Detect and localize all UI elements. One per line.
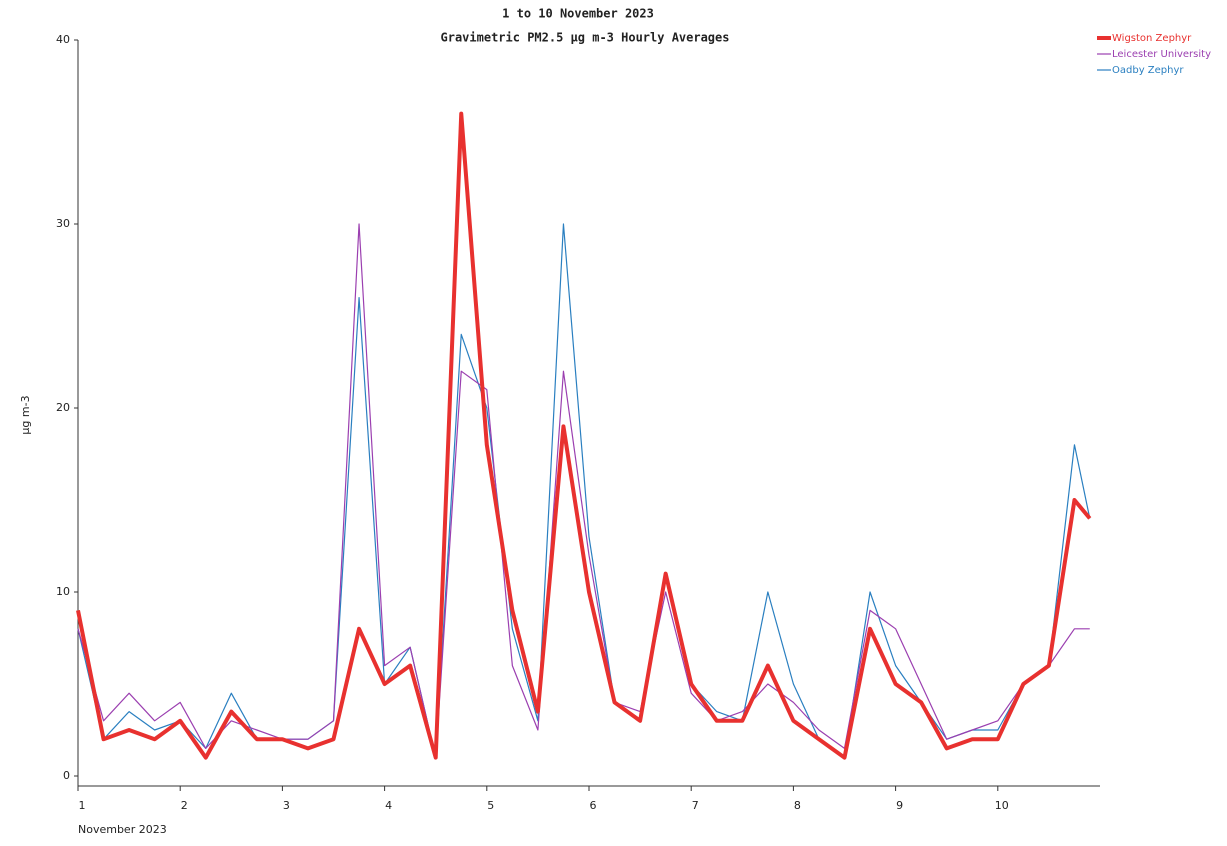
- y-tick-label: 40: [56, 33, 70, 46]
- x-tick-label: 7: [692, 799, 699, 812]
- legend-label: Oadby Zephyr: [1112, 65, 1184, 76]
- x-tick-label: 5: [487, 799, 494, 812]
- y-tick-label: 30: [56, 217, 70, 230]
- series-line: [77, 223, 1091, 759]
- series-line: [77, 223, 1090, 759]
- y-axis-label: µg m-3: [19, 395, 32, 434]
- x-tick-label: 8: [794, 799, 801, 812]
- y-tick-label: 20: [56, 401, 70, 414]
- y-tick-label: 10: [56, 585, 70, 598]
- x-tick-label: 1: [79, 799, 86, 812]
- x-tick-label: 3: [283, 799, 290, 812]
- legend-label: Leicester University: [1112, 49, 1211, 60]
- chart-title: 1 to 10 November 2023: [502, 7, 654, 21]
- x-tick-label: 10: [995, 799, 1009, 812]
- x-tick-label: 2: [181, 799, 188, 812]
- legend-label: Wigston Zephyr: [1112, 33, 1192, 44]
- series-line: [76, 111, 1092, 760]
- y-tick-label: 0: [63, 769, 70, 782]
- x-tick-label: 9: [896, 799, 903, 812]
- x-tick-label: 4: [385, 799, 392, 812]
- x-axis-label: November 2023: [78, 823, 167, 836]
- x-tick-label: 6: [590, 799, 597, 812]
- chart-subtitle: Gravimetric PM2.5 µg m-3 Hourly Averages: [441, 31, 730, 45]
